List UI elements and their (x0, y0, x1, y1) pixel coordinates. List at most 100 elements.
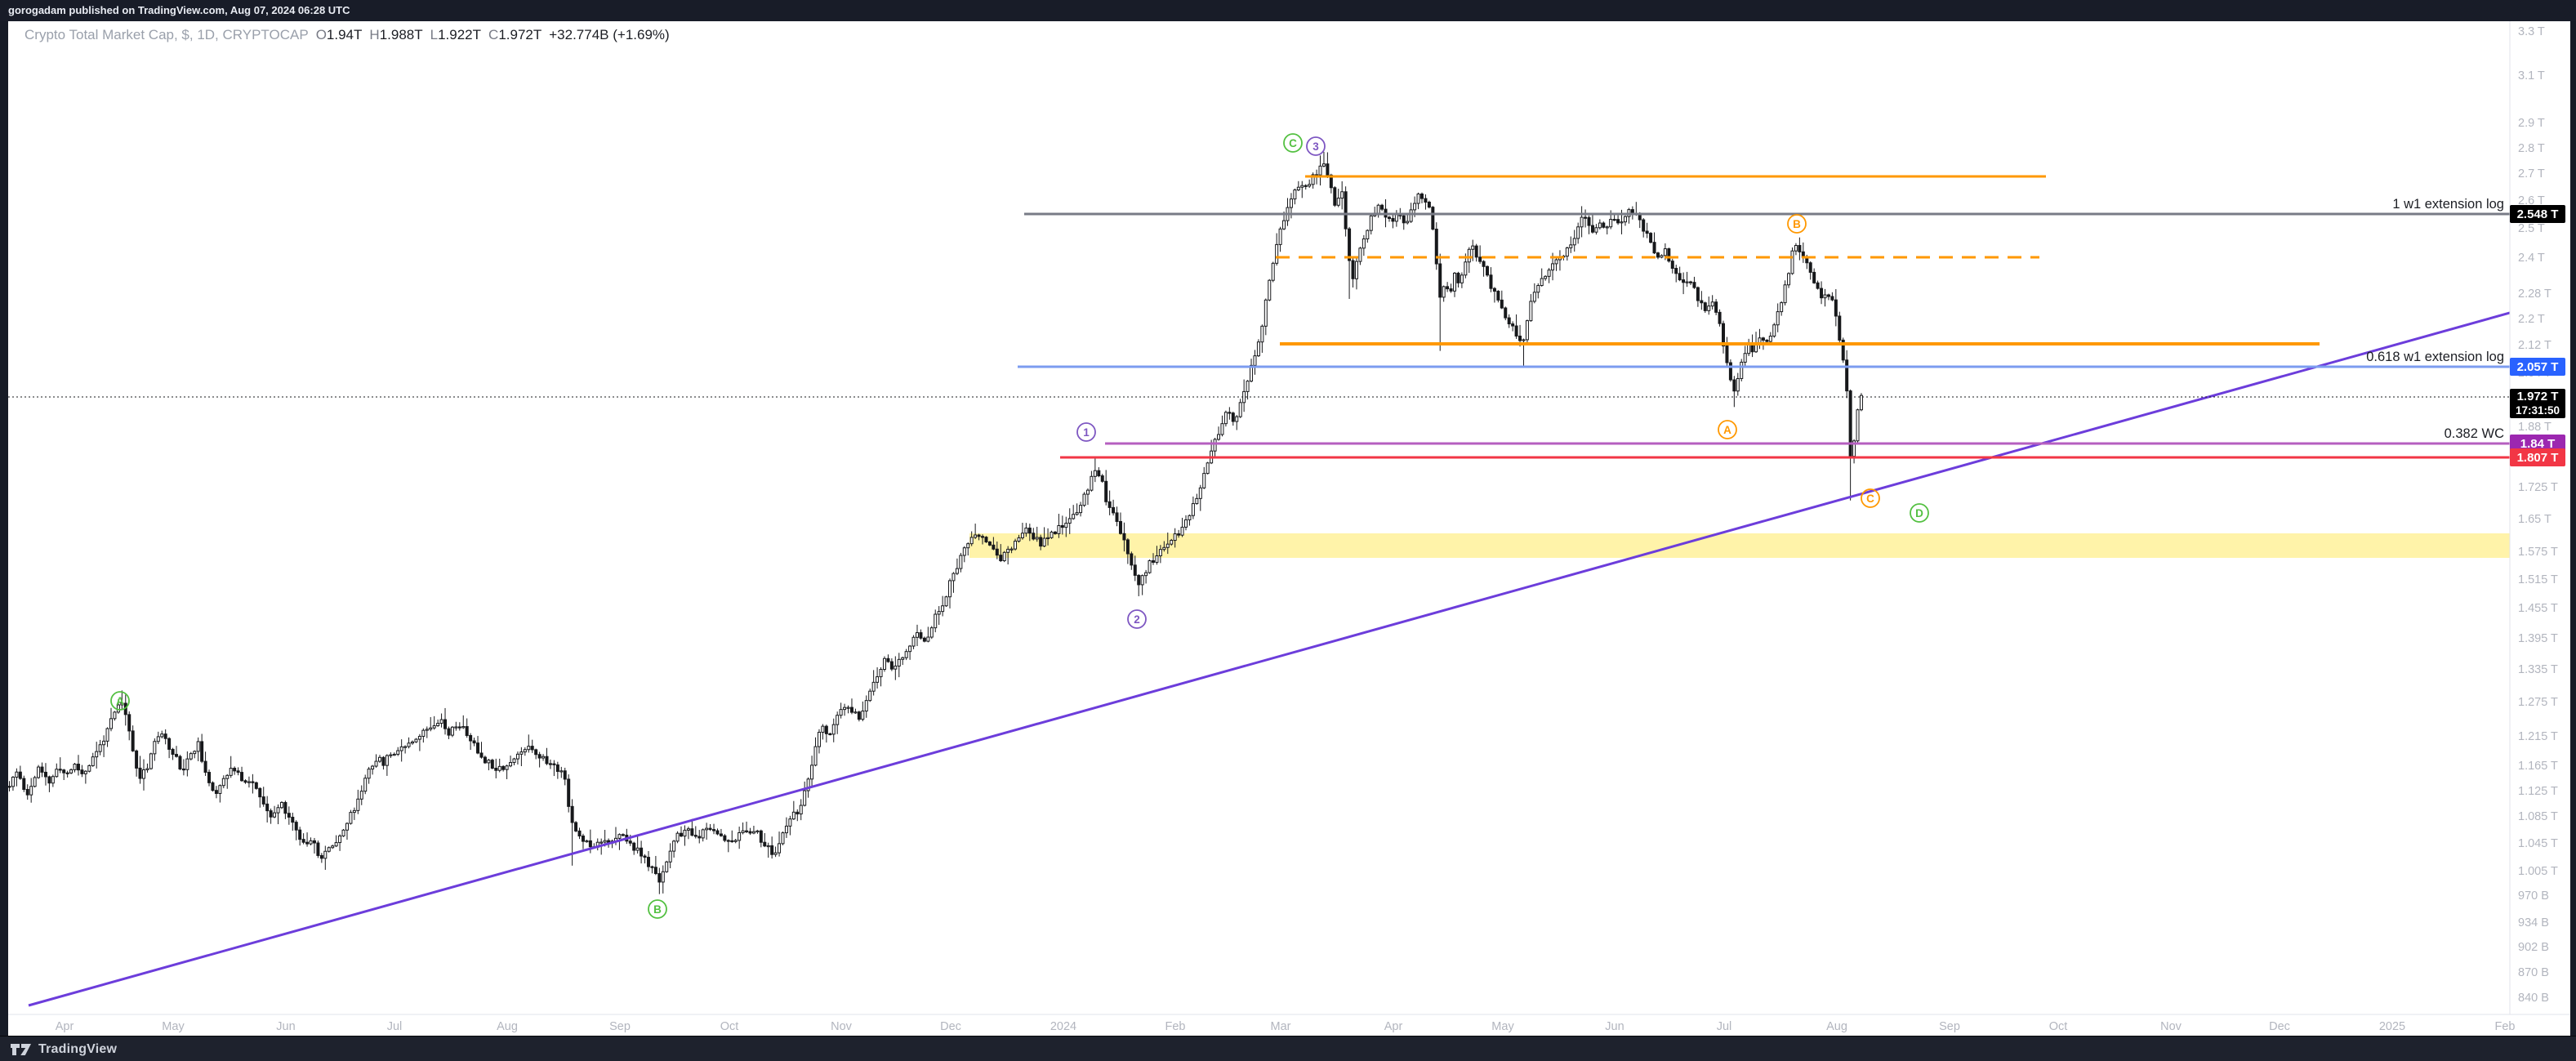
price-tick: 2.2 T (2518, 313, 2545, 326)
price-badge-wc-382: 1.84 T (2510, 435, 2565, 452)
price-tick: 1.045 T (2518, 837, 2558, 850)
time-tick: 2024 (1050, 1020, 1076, 1033)
ohlc-values: O1.94T H1.988T L1.922T C1.972T (309, 27, 542, 42)
time-tick: 2025 (2379, 1020, 2405, 1033)
price-tick: 840 B (2518, 992, 2549, 1005)
wave-label-circle (1076, 422, 1096, 442)
price-tick: 3.3 T (2518, 25, 2545, 38)
time-tick: May (162, 1020, 185, 1033)
wave-label-green-abcd-d[interactable]: D (1910, 503, 1929, 523)
wave-label-orange-abc-a[interactable]: A (1718, 420, 1737, 439)
price-tick: 1.65 T (2518, 513, 2551, 526)
symbol-title[interactable]: Crypto Total Market Cap, $, 1D, CRYPTOCA… (25, 27, 309, 42)
time-tick: Mar (1271, 1020, 1291, 1033)
wave-label-circle (1283, 133, 1303, 153)
last-price-value: 1.972 T (2516, 389, 2559, 403)
publish-bar: gorogadam published on TradingView.com, … (0, 0, 2576, 21)
time-tick: May (1491, 1020, 1514, 1033)
price-tick: 2.4 T (2518, 252, 2545, 265)
brand-name[interactable]: TradingView (38, 1041, 118, 1056)
time-tick: Apr (56, 1020, 74, 1033)
time-axis[interactable]: Apr May Jun Jul Aug Sep Oct Nov Dec 2024 Feb Mar Apr… (56, 1020, 2516, 1033)
price-tick: 2.28 T (2518, 288, 2551, 301)
time-tick: Oct (720, 1020, 739, 1033)
wave-label-green-abcd-a[interactable]: A (110, 691, 130, 711)
price-tick: 1.125 T (2518, 785, 2558, 798)
ohlc-value: 1.922T (438, 27, 482, 42)
wave-label-green-abcd-b[interactable]: B (648, 899, 667, 919)
price-tick: 1.215 T (2518, 730, 2558, 743)
time-tick: Dec (2269, 1020, 2290, 1033)
wave-label-text: 2 (1134, 613, 1140, 626)
time-tick: Feb (1165, 1020, 1186, 1033)
price-tick: 1.005 T (2518, 865, 2558, 878)
ohlc-key: C (488, 27, 499, 42)
price-badge-w618-extension: 2.057 T (2510, 358, 2565, 376)
price-tick: 934 B (2518, 916, 2549, 929)
bar-countdown: 17:31:50 (2515, 403, 2560, 417)
price-tick: 1.455 T (2518, 602, 2558, 615)
wave-label-circle (1787, 214, 1807, 234)
wave-label-purple-12345-2[interactable]: 2 (1127, 609, 1147, 629)
demand-zone-highlight[interactable] (969, 533, 2510, 558)
level-label-wc-382: 0.382 WC (2445, 426, 2504, 441)
ohlc-value: 1.94T (326, 27, 363, 42)
time-tick: Aug (1826, 1020, 1847, 1033)
price-tick: 3.1 T (2518, 69, 2545, 82)
wave-label-text: B (653, 903, 662, 916)
brand-bar: TradingView (0, 1036, 2576, 1061)
price-tick: 2.8 T (2518, 142, 2545, 155)
trendline-bull-market-support[interactable] (28, 311, 2510, 1007)
wave-label-text: A (1723, 424, 1731, 436)
wave-label-green-abcd-c[interactable]: C (1283, 133, 1303, 153)
price-tick: 1.275 T (2518, 696, 2558, 709)
wave-label-circle (1910, 503, 1929, 523)
publish-text: gorogadam published on TradingView.com, … (8, 4, 350, 16)
time-tick: Sep (609, 1020, 631, 1033)
price-tick: 1.085 T (2518, 810, 2558, 823)
ohlc-value: 1.988T (379, 27, 423, 42)
time-tick: Nov (831, 1020, 853, 1033)
wave-label-purple-12345-1[interactable]: 1 (1076, 422, 1096, 442)
wave-label-circle (1127, 609, 1147, 629)
level-label-w1-extension: 1 w1 extension log (2392, 197, 2504, 212)
time-tick: Jun (276, 1020, 295, 1033)
wave-label-circle (1306, 136, 1326, 156)
price-tick: 1.575 T (2518, 546, 2558, 559)
price-tick: 2.7 T (2518, 167, 2545, 181)
price-tick: 970 B (2518, 889, 2549, 903)
time-tick: Nov (2160, 1020, 2182, 1033)
wave-label-circle (1861, 488, 1880, 508)
tradingview-logo-icon[interactable] (10, 1041, 32, 1058)
wave-label-circle (110, 691, 130, 711)
price-badge-w1-extension: 2.548 T (2510, 205, 2565, 223)
wave-label-text: 1 (1083, 426, 1090, 439)
wave-label-text: B (1793, 218, 1801, 230)
price-tick: 1.395 T (2518, 632, 2558, 645)
time-tick: Oct (2049, 1020, 2068, 1033)
wave-label-text: C (1866, 493, 1874, 505)
last-price-badge: 1.972 T 17:31:50 (2510, 389, 2565, 418)
plot-area[interactable]: 1 w1 extension log 0.618 w1 extension log… (8, 151, 2510, 1007)
price-tick: 902 B (2518, 941, 2549, 954)
wave-label-orange-abc-b[interactable]: B (1787, 214, 1807, 234)
ohlc-key: O (315, 27, 327, 42)
chart-pane[interactable] (8, 21, 2570, 1036)
price-axis[interactable]: 3.3 T 3.1 T 2.9 T 2.8 T 2.7 T 2.6 T 2.5 T 2.4 T… (2518, 25, 2558, 1005)
price-badge-jan-high: 1.807 T (2510, 448, 2565, 466)
price-tick: 2.9 T (2518, 117, 2545, 130)
wave-label-text: D (1915, 507, 1923, 519)
wave-label-purple-12345-3[interactable]: 3 (1306, 136, 1326, 156)
price-tick: 870 B (2518, 966, 2549, 979)
wave-label-orange-abc-c[interactable]: C (1861, 488, 1880, 508)
wave-label-circle (648, 899, 667, 919)
price-tick: 2.5 T (2518, 222, 2545, 235)
time-tick: Jul (387, 1020, 403, 1033)
wave-label-circle (1718, 420, 1737, 439)
change-value: +32.774B (+1.69%) (549, 27, 670, 42)
wave-label-text: A (116, 695, 124, 707)
wave-label-text: 3 (1313, 140, 1319, 153)
time-tick: Aug (497, 1020, 518, 1033)
